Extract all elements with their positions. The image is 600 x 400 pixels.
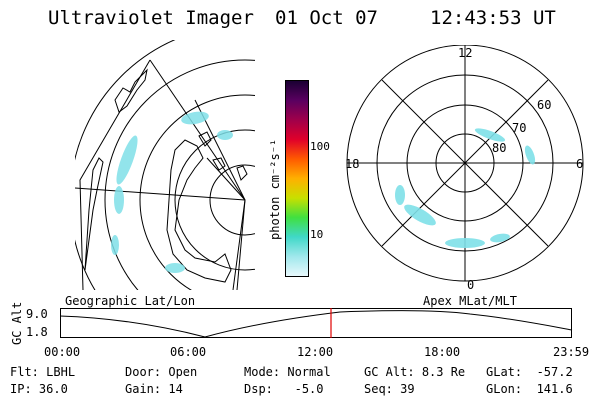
meridian-line <box>75 187 246 201</box>
status-gc-alt: GC Alt: 8.3 Re <box>364 365 466 379</box>
polar-plot <box>346 45 584 282</box>
status-value: 39 <box>400 382 415 396</box>
aurora-oval <box>395 185 405 205</box>
time-tick-2359: 23:59 <box>553 345 590 359</box>
image-boundary <box>79 59 151 290</box>
app-title: Ultraviolet Imager <box>48 7 254 29</box>
status-value: LBHL <box>46 365 76 379</box>
mlt-label-6: 6 <box>576 157 584 171</box>
lat-circle <box>104 59 255 290</box>
aurora-oval <box>490 233 510 243</box>
colorbar-gradient <box>286 81 308 276</box>
header-date: 01 Oct 07 <box>275 7 378 29</box>
image-boundary <box>236 199 246 290</box>
status-value: Normal <box>287 365 331 379</box>
mlt-label-12: 12 <box>458 46 473 60</box>
colorbar-tick-100: 100 <box>310 140 330 153</box>
aurora-patch <box>181 111 209 125</box>
meridian-line <box>206 157 246 201</box>
colorbar-tick-10: 10 <box>310 228 324 241</box>
coastline <box>166 139 232 283</box>
geo-panel-label: Geographic Lat/Lon <box>65 294 196 308</box>
lat-label-80: 80 <box>492 141 507 155</box>
aurora-patch <box>165 263 185 273</box>
colorbar <box>285 80 309 277</box>
status-mode: Mode: Normal <box>244 365 331 379</box>
status-value: -5.0 <box>294 382 324 396</box>
aurora-patch <box>116 135 138 185</box>
aurora-oval <box>404 204 436 226</box>
coastline <box>212 157 226 171</box>
mlt-axis-diagonal <box>381 79 549 247</box>
status-filter: Flt: LBHL <box>10 365 76 379</box>
status-value: 36.0 <box>38 382 68 396</box>
status-value: Open <box>168 365 198 379</box>
altitude-axis-title: GC Alt <box>10 301 24 345</box>
altitude-tick-high: 9.0 <box>26 307 48 321</box>
aurora-patch <box>114 186 124 214</box>
colorbar-unit-label: photon cm⁻²s⁻¹ <box>268 138 282 240</box>
altitude-frame <box>60 308 572 338</box>
status-seq: Seq: 39 <box>364 382 415 396</box>
aurora-oval <box>445 238 485 248</box>
altitude-tick-low: 1.8 <box>26 325 48 339</box>
header-time: 12:43:53 UT <box>430 7 556 29</box>
altitude-curve <box>60 310 573 338</box>
aurora-patch <box>217 130 233 140</box>
lat-circle <box>209 164 255 236</box>
status-value: -57.2 <box>536 365 573 379</box>
status-value: 8.3 Re <box>421 365 466 379</box>
mlt-label-0: 0 <box>467 278 475 292</box>
altitude-strip <box>60 308 573 338</box>
lat-circle <box>174 129 255 271</box>
status-value: 14 <box>168 382 183 396</box>
aurora-patch <box>111 235 119 255</box>
lat-label-60: 60 <box>537 98 552 112</box>
status-glon: GLon: 141.6 <box>486 382 573 396</box>
status-dsp: Dsp: -5.0 <box>244 382 324 396</box>
coastline <box>84 157 104 271</box>
geographic-map <box>75 40 255 290</box>
status-gain: Gain: 14 <box>125 382 183 396</box>
lat-label-70: 70 <box>512 121 527 135</box>
coastline <box>236 165 248 181</box>
lat-circle <box>139 94 255 290</box>
aurora-oval <box>524 145 536 165</box>
meridian-line <box>232 199 246 290</box>
coastline <box>198 131 212 147</box>
status-glat: GLat: -57.2 <box>486 365 573 379</box>
status-ip: IP: 36.0 <box>10 382 68 396</box>
polar-panel-label: Apex MLat/MLT <box>423 294 517 308</box>
time-tick-1800: 18:00 <box>424 345 461 359</box>
status-value: 141.6 <box>536 382 573 396</box>
aurora-oval <box>474 128 506 142</box>
time-tick-0600: 06:00 <box>170 345 207 359</box>
time-tick-1200: 12:00 <box>297 345 334 359</box>
meridian-line <box>149 59 246 201</box>
status-door: Door: Open <box>125 365 198 379</box>
time-tick-0000: 00:00 <box>44 345 81 359</box>
coastline <box>114 68 148 113</box>
mlt-label-18: 18 <box>345 157 360 171</box>
